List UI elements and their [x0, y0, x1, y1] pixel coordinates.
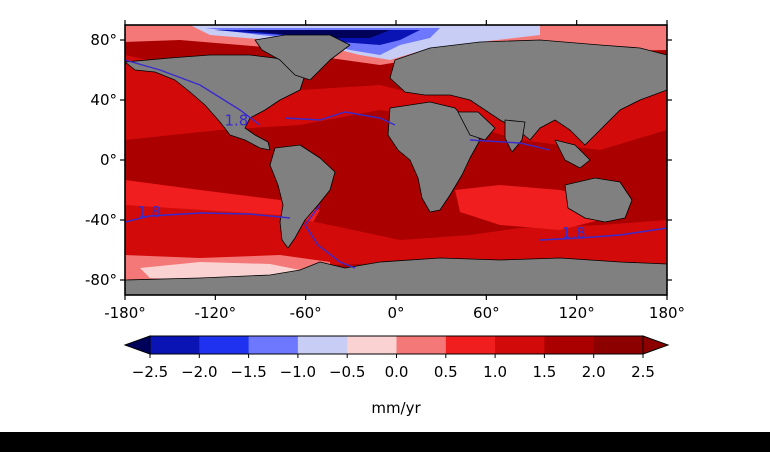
- x-tick-label: 60°: [473, 304, 500, 322]
- colorbar-segment: [544, 336, 595, 354]
- colorbar-tick-label: −2.5: [132, 363, 168, 381]
- contour-label: 1.8: [562, 224, 586, 242]
- colorbar-segment: [248, 336, 299, 354]
- southeast-asia: [554, 139, 591, 169]
- contour-line-north-atlantic: [284, 111, 396, 126]
- contour-line-north-pacific: [125, 59, 261, 126]
- x-tick-label: 180°: [649, 304, 685, 322]
- bottom-black-bar: [0, 432, 770, 452]
- arabia: [457, 111, 496, 141]
- colorbar-tick-label: 0.0: [385, 363, 409, 381]
- colorbar-tick-label: −2.0: [181, 363, 217, 381]
- land-masses: [125, 34, 667, 295]
- contour-1.8-lines: [125, 59, 667, 269]
- colorbar-segment: [495, 336, 545, 354]
- ocean-band-arctic-navy: [240, 30, 390, 38]
- x-tick-label: -60°: [290, 304, 322, 322]
- y-axis: 80° 40° 0° -40° -80°: [85, 31, 672, 289]
- sea-level-rate-map-figure: 1.8 1.8 1.8 -180° -120° -60° 0° 60° 120° 180° 80…: [85, 20, 685, 417]
- colorbar-extend-max: [642, 335, 670, 355]
- colorbar-tick-label: 0.5: [434, 363, 458, 381]
- colorbar-segment: [445, 336, 496, 354]
- south-america: [269, 144, 336, 249]
- colorbar-segment: [347, 336, 397, 354]
- colorbar-tick-label: 2.0: [582, 363, 606, 381]
- antarctica: [125, 257, 667, 295]
- colorbar-segment: [396, 336, 447, 354]
- x-tick-label: -180°: [104, 304, 146, 322]
- x-axis: -180° -120° -60° 0° 60° 120° 180°: [104, 20, 685, 322]
- contour-label: 1.8: [137, 203, 161, 221]
- colorbar-tick-label: −0.5: [329, 363, 365, 381]
- x-tick-label: 120°: [559, 304, 595, 322]
- colorbar-tick-label: 1.5: [532, 363, 556, 381]
- colorbar: −2.5 −2.0 −1.5 −1.0 −0.5 0.0 0.5 1.0 1.5 2.0 2.5: [123, 335, 670, 381]
- colorbar-tick-label: −1.0: [280, 363, 316, 381]
- colorbar-tick-label: 2.5: [631, 363, 655, 381]
- australia: [564, 177, 633, 223]
- y-tick-label: 80°: [90, 31, 117, 49]
- contour-labels: 1.8 1.8 1.8: [137, 112, 585, 243]
- eurasia: [389, 39, 667, 146]
- colorbar-tick-label: 1.0: [483, 363, 507, 381]
- colorbar-tick-label: −1.5: [230, 363, 266, 381]
- x-tick-label: 0°: [387, 304, 404, 322]
- greenland: [254, 34, 351, 81]
- colorbar-segment: [593, 336, 644, 354]
- colorbar-segment: [297, 336, 348, 354]
- map-panel: [125, 25, 667, 295]
- ocean-band-southern-ocean: [125, 205, 667, 270]
- colorbar-segment: [199, 336, 250, 354]
- y-tick-label: 40°: [90, 91, 117, 109]
- contour-line-south-indian: [539, 227, 667, 241]
- contour-line-south-pacific: [125, 212, 291, 223]
- colorbar-extend-min: [123, 335, 151, 355]
- x-tick-label: -120°: [195, 304, 237, 322]
- contour-line-south-atlantic: [304, 204, 356, 269]
- contour-label: 1.8: [224, 112, 248, 130]
- y-tick-label: -80°: [85, 271, 117, 289]
- y-tick-label: 0°: [100, 151, 117, 169]
- contour-line-equatorial: [469, 139, 551, 151]
- colorbar-segment: [150, 336, 200, 354]
- india: [504, 119, 526, 153]
- y-tick-label: -40°: [85, 211, 117, 229]
- colorbar-unit-label: mm/yr: [371, 399, 421, 417]
